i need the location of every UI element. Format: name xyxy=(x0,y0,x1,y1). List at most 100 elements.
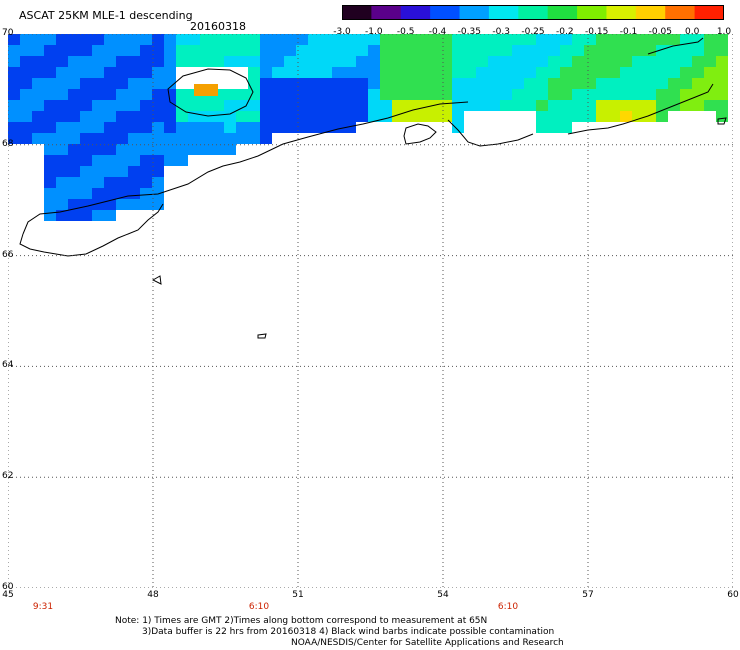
swath-cell xyxy=(368,89,380,100)
colorbar-segment xyxy=(342,5,372,20)
swath-cell xyxy=(248,122,260,133)
swath-cell xyxy=(668,78,680,89)
swath-cell xyxy=(356,56,368,67)
swath-cell xyxy=(212,144,224,155)
swath-cell xyxy=(692,67,704,78)
swath-cell xyxy=(308,111,320,122)
swath-cell xyxy=(44,111,56,122)
swath-cell xyxy=(104,155,116,166)
swath-cell xyxy=(428,111,440,122)
swath-cell xyxy=(344,67,356,78)
swath-cell xyxy=(488,89,500,100)
coastline-shore-2 xyxy=(447,119,534,147)
swath-cell xyxy=(80,67,92,78)
swath-cell xyxy=(272,34,284,45)
swath-cell xyxy=(260,78,272,89)
swath-cell xyxy=(8,78,20,89)
swath-cell xyxy=(392,34,404,45)
swath-cell xyxy=(260,122,272,133)
swath-cell xyxy=(680,78,692,89)
colorbar-tick-label: -0.15 xyxy=(585,27,609,37)
swath-cell xyxy=(224,34,236,45)
swath-cell xyxy=(584,56,596,67)
swath-cell xyxy=(524,89,536,100)
swath-cell xyxy=(656,34,668,45)
kola-lake xyxy=(167,68,254,117)
swath-cell xyxy=(128,166,140,177)
lat-label: 68 xyxy=(2,138,14,149)
swath-cell xyxy=(176,155,188,166)
swath-cell xyxy=(716,67,728,78)
colorbar-segment xyxy=(606,5,637,20)
swath-cell xyxy=(548,56,560,67)
swath-cell xyxy=(392,111,404,122)
colorbar-segment xyxy=(577,5,607,20)
swath-cell xyxy=(68,199,80,210)
swath-cell xyxy=(308,78,320,89)
swath-cell xyxy=(272,100,284,111)
swath-cell xyxy=(656,100,668,111)
swath-cell xyxy=(464,67,476,78)
swath-cell xyxy=(620,100,632,111)
swath-cell xyxy=(656,56,668,67)
swath-cell xyxy=(320,56,332,67)
swath-cell xyxy=(92,56,104,67)
swath-cell xyxy=(452,78,464,89)
swath-cell xyxy=(644,100,656,111)
map-panel xyxy=(8,34,733,588)
swath-cell xyxy=(560,34,572,45)
lon-label: 51 xyxy=(292,590,304,600)
swath-cell xyxy=(80,133,92,144)
swath-cell xyxy=(452,122,464,133)
swath-cell xyxy=(176,89,188,100)
swath-cell xyxy=(692,34,704,45)
swath-cell xyxy=(464,56,476,67)
swath-cell xyxy=(200,34,212,45)
coastline-shore-3 xyxy=(567,83,714,135)
swath-cell xyxy=(32,89,44,100)
swath-cell xyxy=(548,78,560,89)
lat-label: 70 xyxy=(2,28,14,38)
lat-label: 60 xyxy=(2,582,14,592)
swath-cell xyxy=(56,133,68,144)
swath-cell xyxy=(260,133,272,144)
swath-cell xyxy=(200,144,212,155)
swath-cell xyxy=(44,133,56,144)
swath-cell xyxy=(344,100,356,111)
swath-cell xyxy=(140,199,152,210)
swath-cell xyxy=(416,89,428,100)
swath-cell xyxy=(704,56,716,67)
swath-cell xyxy=(368,78,380,89)
swath-cell xyxy=(140,155,152,166)
swath-cell xyxy=(176,45,188,56)
swath-cell xyxy=(452,56,464,67)
data-swath xyxy=(8,34,728,221)
swath-cell xyxy=(128,56,140,67)
swath-cell xyxy=(212,100,224,111)
swath-cell xyxy=(620,56,632,67)
swath-cell xyxy=(92,199,104,210)
swath-cell xyxy=(716,78,728,89)
swath-cell xyxy=(56,45,68,56)
swath-cell xyxy=(8,89,20,100)
swath-cell xyxy=(452,100,464,111)
swath-cell xyxy=(596,100,608,111)
swath-cell xyxy=(392,89,404,100)
swath-cell xyxy=(140,78,152,89)
swath-cell xyxy=(20,133,32,144)
swath-cell xyxy=(704,89,716,100)
swath-cell xyxy=(56,199,68,210)
swath-cell xyxy=(152,166,164,177)
swath-cell xyxy=(320,67,332,78)
swath-cell xyxy=(572,89,584,100)
swath-cell xyxy=(560,45,572,56)
swath-cell xyxy=(332,122,344,133)
swath-cell xyxy=(20,122,32,133)
swath-cell xyxy=(440,45,452,56)
swath-cell xyxy=(380,67,392,78)
swath-cell xyxy=(140,67,152,78)
swath-cell xyxy=(128,34,140,45)
swath-cell xyxy=(440,111,452,122)
swath-cell xyxy=(692,78,704,89)
swath-cell xyxy=(500,56,512,67)
